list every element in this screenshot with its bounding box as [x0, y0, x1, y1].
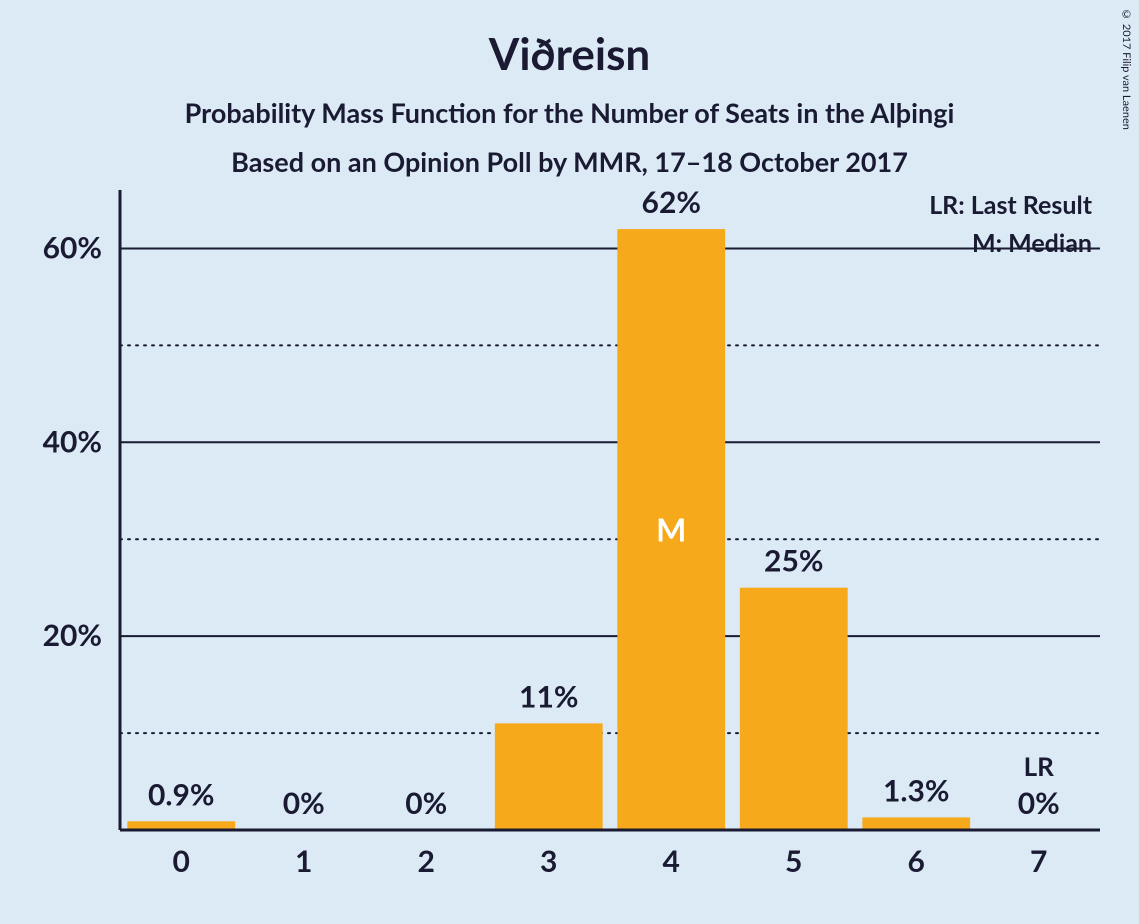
chart-container: 20% 40% 60% 0 1 2 3 4 5 6 7 0.9% 0% 0% 11% 62% 25% 1.3% L…	[0, 180, 1139, 910]
bar-chart: 20% 40% 60% 0 1 2 3 4 5 6 7 0.9% 0% 0% 11% 62% 25% 1.3% L…	[0, 180, 1139, 910]
x-tick-label: 4	[663, 843, 680, 879]
x-tick-label: 6	[908, 843, 925, 879]
chart-subtitle-2: Based on an Opinion Poll by MMR, 17–18 O…	[0, 129, 1139, 178]
y-tick-label: 60%	[43, 229, 102, 265]
y-tick-label: 40%	[43, 423, 102, 459]
chart-subtitle-1: Probability Mass Function for the Number…	[0, 80, 1139, 129]
y-tick-label: 20%	[43, 617, 102, 653]
bar-value-label: 25%	[764, 543, 823, 579]
x-tick-label: 2	[418, 843, 435, 879]
x-tick-label: 5	[785, 843, 802, 879]
bar-value-label: 0.9%	[148, 776, 215, 812]
bar	[740, 588, 848, 830]
lr-marker-label: LR	[1024, 750, 1055, 782]
bar-value-label: 11%	[519, 678, 578, 714]
bar-value-label: 0%	[1018, 785, 1060, 821]
copyright-text: © 2017 Filip van Laenen	[1120, 8, 1133, 130]
bar	[495, 723, 603, 830]
median-marker-label: M	[656, 510, 686, 549]
bar-value-label: 1.3%	[883, 772, 950, 808]
legend-median: M: Median	[972, 228, 1092, 258]
bar-value-label: 0%	[405, 785, 447, 821]
x-tick-label: 1	[295, 843, 312, 879]
x-tick-label: 3	[540, 843, 557, 879]
x-tick-label: 7	[1030, 843, 1047, 879]
chart-title: Viðreisn	[0, 0, 1139, 80]
x-tick-label: 0	[173, 843, 190, 879]
bar-value-label: 62%	[642, 184, 701, 220]
bar-value-label: 0%	[283, 785, 325, 821]
bar	[862, 817, 970, 830]
legend-lr: LR: Last Result	[929, 190, 1093, 220]
